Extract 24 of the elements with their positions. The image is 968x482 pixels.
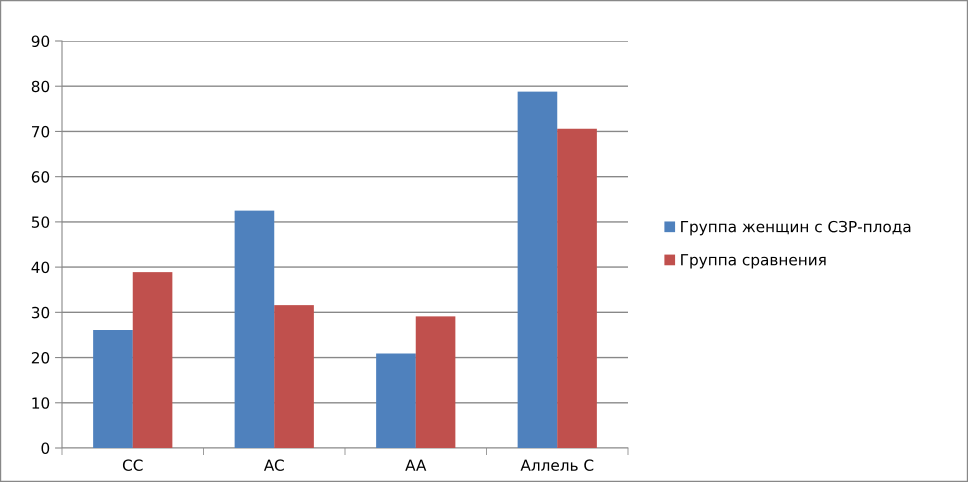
x-tick-label: AC — [264, 459, 284, 471]
y-tick-label: 30 — [32, 306, 50, 318]
bar — [376, 353, 416, 448]
x-tick-label: Аллель С — [520, 459, 594, 471]
y-tick-label: 80 — [32, 80, 50, 92]
y-tick-label: 60 — [32, 171, 50, 183]
bar — [518, 92, 558, 448]
legend-label: Группа сравнения — [681, 254, 826, 268]
bar — [416, 316, 456, 448]
bar — [274, 305, 314, 448]
bar — [234, 210, 274, 448]
y-tick-label: 70 — [32, 126, 50, 138]
x-tick-label: AA — [405, 460, 426, 471]
bar — [132, 272, 172, 448]
y-tick-label: 40 — [32, 262, 50, 274]
x-tick-label: CC — [122, 459, 143, 471]
y-tick-label: 90 — [32, 35, 50, 48]
bar — [557, 128, 597, 448]
legend-label: Группа женщин с СЗР-плода — [681, 220, 910, 236]
y-tick-label: 50 — [32, 216, 50, 228]
bar — [93, 330, 133, 448]
y-tick-label: 20 — [32, 352, 50, 364]
y-tick-label: 0 — [41, 442, 50, 454]
y-tick-label: 10 — [32, 397, 50, 409]
